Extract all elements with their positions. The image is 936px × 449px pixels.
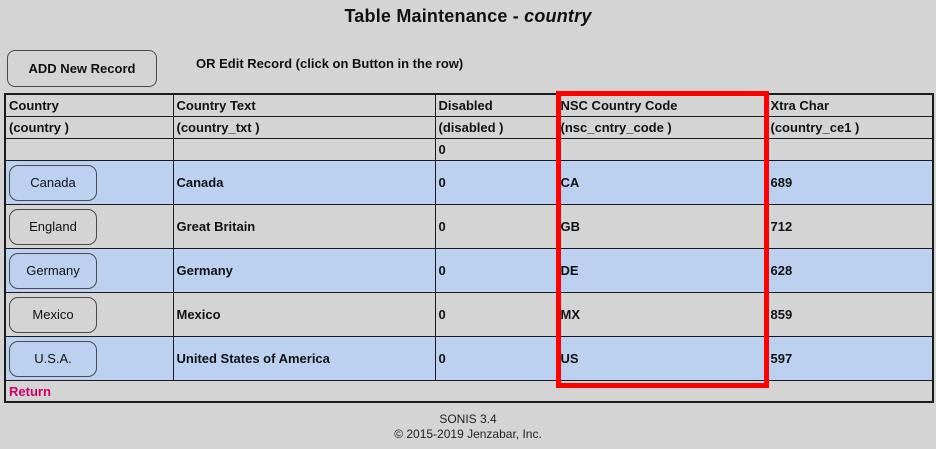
cell-country-text: Germany — [172, 248, 436, 293]
cell-edit-button: England — [4, 204, 174, 249]
cell-country-text: Great Britain — [172, 204, 436, 249]
cell-xtra-char: 712 — [766, 204, 934, 249]
cell-nsc-country-code: MX — [556, 292, 768, 337]
col-header-xtra-char: Xtra Char — [766, 93, 934, 117]
cell-xtra-char: 597 — [766, 336, 934, 381]
cell-country-text: Canada — [172, 160, 436, 205]
cell-nsc-country-code: US — [556, 336, 768, 381]
table-fieldname-row: (country ) (country_txt ) (disabled ) (n… — [4, 116, 934, 139]
cell-xtra-char: 628 — [766, 248, 934, 293]
table-row-usa: U.S.A. United States of America 0 US 597 — [4, 336, 934, 381]
cell-disabled: 0 — [434, 160, 558, 205]
footer-version: SONIS 3.4 — [439, 412, 497, 426]
table-row-germany: Germany Germany 0 DE 628 — [4, 248, 934, 293]
blank-cell — [4, 138, 174, 161]
edit-usa-button[interactable]: U.S.A. — [9, 340, 97, 377]
footer-copyright: © 2015-2019 Jenzabar, Inc. — [394, 427, 542, 441]
cell-xtra-char: 689 — [766, 160, 934, 205]
cell-disabled: 0 — [434, 248, 558, 293]
return-row: Return — [4, 380, 934, 403]
cell-country-text: Mexico — [172, 292, 436, 337]
col-header-nsc-country-code: NSC Country Code — [556, 93, 768, 117]
cell-disabled: 0 — [434, 292, 558, 337]
edit-record-hint: OR Edit Record (click on Button in the r… — [196, 56, 464, 71]
country-table: Country Country Text Disabled NSC Countr… — [4, 93, 934, 403]
field-name-disabled: (disabled ) — [434, 116, 558, 139]
blank-cell — [766, 138, 934, 161]
field-name-country-txt: (country_txt ) — [172, 116, 436, 139]
cell-disabled: 0 — [434, 204, 558, 249]
cell-edit-button: Mexico — [4, 292, 174, 337]
cell-nsc-country-code: DE — [556, 248, 768, 293]
blank-cell-disabled: 0 — [434, 138, 558, 161]
blank-cell — [172, 138, 436, 161]
table-row-canada: Canada Canada 0 CA 689 — [4, 160, 934, 205]
cell-edit-button: U.S.A. — [4, 336, 174, 381]
edit-england-button[interactable]: England — [9, 208, 97, 245]
add-new-record-button[interactable]: ADD New Record — [7, 50, 157, 87]
table-blank-row: 0 — [4, 138, 934, 161]
cell-country-text: United States of America — [172, 336, 436, 381]
table-row-mexico: Mexico Mexico 0 MX 859 — [4, 292, 934, 337]
edit-canada-button[interactable]: Canada — [9, 164, 97, 201]
page-title-main: Table Maintenance - — [344, 6, 525, 26]
cell-disabled: 0 — [434, 336, 558, 381]
page-footer: SONIS 3.4 © 2015-2019 Jenzabar, Inc. — [0, 412, 936, 442]
cell-edit-button: Germany — [4, 248, 174, 293]
table-row-england: England Great Britain 0 GB 712 — [4, 204, 934, 249]
return-link[interactable]: Return — [9, 383, 51, 399]
col-header-country-text: Country Text — [172, 93, 436, 117]
blank-cell — [556, 138, 768, 161]
page-title: Table Maintenance - country — [0, 6, 936, 27]
table-header-row: Country Country Text Disabled NSC Countr… — [4, 93, 934, 117]
return-cell: Return — [4, 380, 934, 403]
edit-germany-button[interactable]: Germany — [9, 252, 97, 289]
cell-xtra-char: 859 — [766, 292, 934, 337]
field-name-country-ce1: (country_ce1 ) — [766, 116, 934, 139]
col-header-disabled: Disabled — [434, 93, 558, 117]
cell-edit-button: Canada — [4, 160, 174, 205]
cell-nsc-country-code: GB — [556, 204, 768, 249]
field-name-country: (country ) — [4, 116, 174, 139]
edit-mexico-button[interactable]: Mexico — [9, 296, 97, 333]
cell-nsc-country-code: CA — [556, 160, 768, 205]
page-title-table-name: country — [524, 6, 592, 26]
field-name-nsc-cntry-code: (nsc_cntry_code ) — [556, 116, 768, 139]
col-header-country: Country — [4, 93, 174, 117]
